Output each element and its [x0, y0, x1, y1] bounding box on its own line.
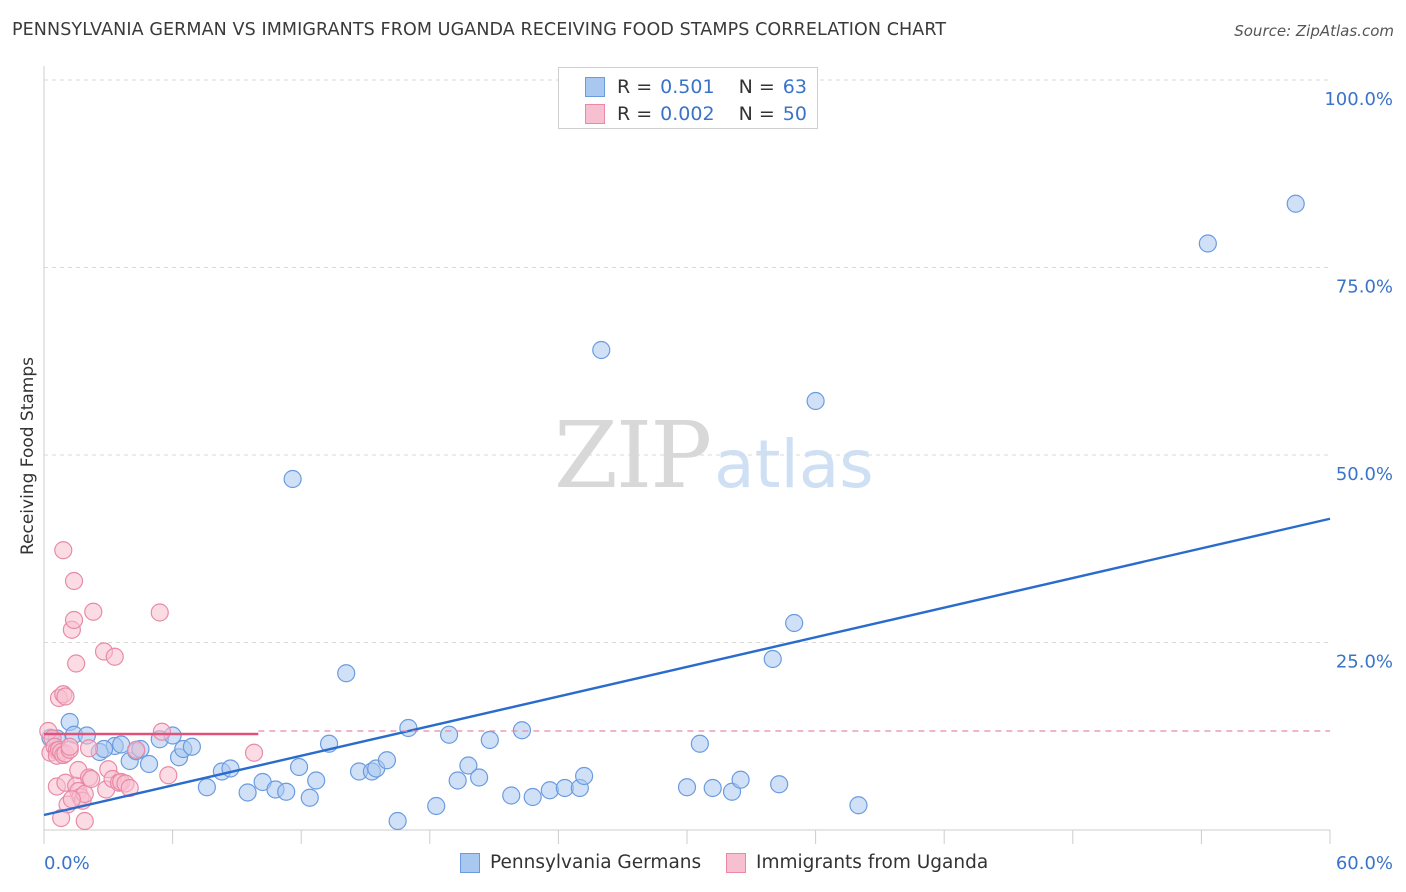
data-point-pennsylvania-german: [575, 766, 594, 786]
data-point-pennsylvania-german: [770, 775, 789, 794]
data-point-pennsylvania-german: [377, 751, 397, 770]
data-point-pennsylvania-german: [182, 737, 201, 756]
bottom-legend-label: Immigrants from Uganda: [756, 852, 989, 873]
data-point-uganda: [56, 687, 75, 706]
data-point-pennsylvania-german: [337, 664, 356, 683]
data-point-uganda: [152, 722, 171, 741]
y-tick-label: 100.0%: [1324, 89, 1393, 110]
series-immigrants-from-uganda: [39, 541, 264, 831]
data-point-uganda: [64, 610, 84, 630]
legend-n-value: 50: [782, 103, 807, 125]
data-point-uganda: [105, 647, 124, 666]
legend-r-value: 0.501: [660, 76, 715, 98]
x-tick-label-max: 60.0%: [1336, 853, 1393, 874]
data-point-pennsylvania-german: [439, 725, 459, 744]
data-point-uganda: [79, 739, 99, 758]
data-point-pennsylvania-german: [289, 757, 309, 777]
data-point-pennsylvania-german: [388, 811, 407, 831]
bottom-legend-label: Pennsylvania Germans: [490, 852, 702, 873]
legend-n-label: N =: [738, 103, 775, 125]
data-point-pennsylvania-german: [703, 778, 722, 798]
y-tick-label: 50.0%: [1336, 464, 1393, 485]
data-point-uganda: [75, 811, 94, 831]
data-point-uganda: [54, 541, 73, 560]
data-point-pennsylvania-german: [480, 730, 499, 750]
data-point-pennsylvania-german: [849, 796, 868, 815]
data-point-uganda: [52, 808, 71, 828]
trend-line-pennsylvania-germans: [43, 517, 1331, 817]
data-point-uganda: [82, 769, 101, 789]
data-point-pennsylvania-german: [469, 768, 489, 787]
data-point-uganda: [244, 743, 264, 762]
grid: [44, 79, 1330, 643]
data-point-pennsylvania-german: [690, 734, 709, 753]
data-point-pennsylvania-german: [523, 787, 542, 807]
data-point-pennsylvania-german: [459, 756, 478, 775]
data-point-pennsylvania-german: [677, 778, 697, 797]
data-point-pennsylvania-german: [238, 783, 257, 802]
data-point-uganda: [67, 654, 86, 673]
data-point-pennsylvania-german: [592, 340, 611, 360]
data-point-pennsylvania-german: [197, 778, 216, 797]
data-point-pennsylvania-german: [1198, 234, 1217, 253]
trend-lines: [43, 517, 1331, 817]
data-point-pennsylvania-german: [731, 770, 750, 789]
tick-labels: 25.0% 50.0% 75.0% 100.0% 0.0% 60.0%: [44, 89, 1393, 874]
bottom-legend-swatch-blue: [460, 852, 480, 873]
bottom-legend-swatch-pink: [726, 852, 746, 873]
data-point-pennsylvania-german: [300, 788, 319, 807]
y-axis-label: Receiving Food Stamps: [18, 356, 38, 556]
legend-n-value: 63: [782, 76, 807, 98]
data-point-pennsylvania-german: [763, 649, 782, 669]
data-point-pennsylvania-german: [283, 469, 302, 489]
data-point-uganda: [150, 603, 169, 622]
data-point-uganda: [64, 571, 84, 591]
data-point-pennsylvania-german: [785, 613, 804, 633]
data-point-pennsylvania-german: [1286, 194, 1305, 213]
data-point-uganda: [127, 740, 146, 759]
bottom-legend-immigrants-from-uganda: Immigrants from Uganda: [726, 852, 988, 873]
legend-r-value: 0.002: [660, 103, 715, 125]
legend-r-label: R =: [617, 103, 653, 125]
data-point-pennsylvania-german: [448, 771, 467, 790]
y-tick-label: 25.0%: [1336, 652, 1393, 673]
watermark-atlas: atlas: [714, 426, 874, 503]
data-point-uganda: [84, 602, 103, 621]
axes: [43, 66, 1331, 844]
legend-swatch-blue: [585, 77, 605, 97]
legend-r-label: R =: [617, 76, 653, 98]
data-point-pennsylvania-german: [806, 391, 825, 411]
data-point-pennsylvania-german: [139, 754, 159, 774]
data-point-pennsylvania-german: [427, 796, 446, 816]
data-point-pennsylvania-german: [399, 718, 418, 738]
data-point-pennsylvania-german: [502, 786, 521, 805]
y-tick-label: 75.0%: [1336, 277, 1393, 298]
legend-swatch-pink: [585, 104, 605, 124]
data-point-uganda: [159, 766, 178, 785]
data-point-uganda: [62, 790, 81, 809]
series-pennsylvania-germans: [41, 194, 1305, 831]
legend-row-pennsylvania-germans: R = 0.501 N = 63: [585, 75, 807, 99]
legend: R = 0.501 N = 63 R = 0.002 N = 50: [558, 67, 818, 129]
source-label: Source: ZipAtlas.com: [1234, 22, 1394, 40]
data-point-pennsylvania-german: [512, 721, 532, 740]
data-point-pennsylvania-german: [540, 781, 559, 800]
bottom-legend-pennsylvania-germans: Pennsylvania Germans: [460, 852, 701, 873]
chart-title: PENNSYLVANIA GERMAN VS IMMIGRANTS FROM U…: [12, 20, 947, 40]
data-point-uganda: [60, 737, 79, 756]
legend-n-label: N =: [738, 76, 775, 98]
data-point-uganda: [120, 778, 139, 798]
data-point-pennsylvania-german: [307, 771, 326, 790]
data-point-pennsylvania-german: [277, 782, 296, 801]
x-tick-label-min: 0.0%: [44, 853, 90, 874]
legend-row-immigrants-from-uganda: R = 0.002 N = 50: [585, 102, 807, 126]
